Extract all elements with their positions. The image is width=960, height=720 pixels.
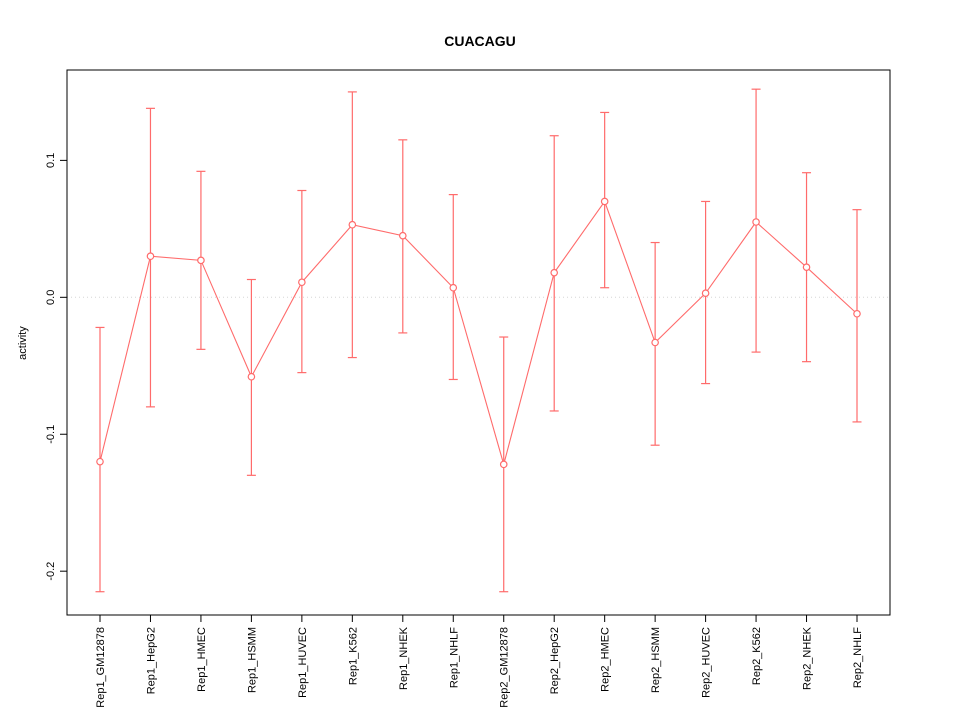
- y-tick-label: -0.1: [45, 425, 57, 444]
- x-tick-label: Rep1_HepG2: [145, 627, 157, 694]
- data-point: [96, 457, 104, 466]
- y-axis-label: activity: [17, 326, 29, 360]
- data-point: [752, 218, 760, 226]
- data-point: [146, 252, 155, 261]
- x-tick-label: Rep1_HSMM: [246, 627, 258, 693]
- data-point: [298, 278, 306, 287]
- x-tick-label: Rep1_HMEC: [196, 627, 208, 692]
- data-point: [651, 338, 659, 347]
- data-point: [802, 263, 811, 271]
- series-line: [99, 200, 858, 467]
- x-tick-label: Rep2_NHEK: [802, 626, 814, 690]
- data-point: [600, 197, 609, 206]
- y-tick-label: -0.2: [45, 562, 57, 581]
- x-tick-label: Rep2_HSMM: [650, 627, 662, 693]
- y-tick-label: 0.0: [45, 290, 57, 305]
- data-point: [853, 309, 861, 318]
- x-tick-label: Rep2_NHLF: [852, 627, 864, 688]
- chart-title: CUACAGU: [444, 33, 516, 49]
- x-tick-label: Rep2_HMEC: [600, 627, 612, 692]
- data-point: [197, 256, 205, 265]
- x-tick-label: Rep1_HUVEC: [297, 627, 309, 698]
- data-point: [499, 460, 508, 469]
- x-tick-label: Rep1_K562: [347, 627, 359, 685]
- x-tick-label: Rep2_HUVEC: [701, 627, 713, 698]
- data-point: [247, 372, 256, 381]
- x-tick-label: Rep2_HepG2: [549, 627, 561, 694]
- data-point: [701, 289, 710, 298]
- data-point: [449, 283, 458, 292]
- plot-border: [66, 69, 891, 616]
- x-tick-label: Rep1_NHLF: [448, 627, 460, 688]
- x-tick-label: Rep2_GM12878: [499, 627, 511, 708]
- y-tick-label: 0.1: [45, 153, 57, 168]
- x-tick-label: Rep1_NHEK: [398, 626, 410, 690]
- data-point: [348, 220, 357, 229]
- data-point: [550, 268, 559, 277]
- x-tick-label: Rep1_GM12878: [95, 627, 107, 708]
- x-tick-label: Rep2_K562: [751, 627, 763, 685]
- data-point: [398, 231, 407, 240]
